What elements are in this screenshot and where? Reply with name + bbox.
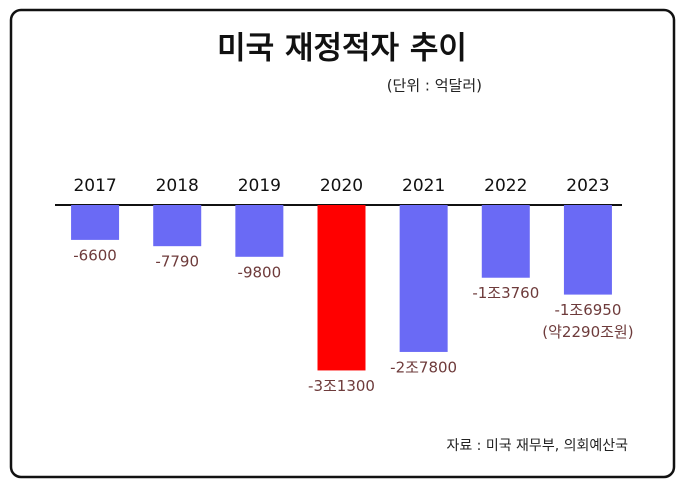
chart-subtitle: (단위 : 억달러): [387, 77, 482, 95]
x-tick-label: 2017: [73, 176, 116, 196]
x-tick-label: 2022: [484, 176, 527, 196]
value-label: -1조6950: [554, 301, 621, 319]
annotation: (약2290조원): [542, 323, 633, 341]
x-tick-label: 2018: [156, 176, 199, 196]
bar: [153, 205, 202, 247]
value-label: -7790: [155, 253, 199, 271]
source: 자료 : 미국 재무부, 의회예산국: [446, 438, 628, 454]
value-label: -2조7800: [390, 358, 457, 376]
value-label: -3조1300: [308, 377, 375, 395]
bar: [71, 205, 120, 240]
chart-title: 미국 재정적자 추이: [217, 31, 467, 67]
value-label: -9800: [238, 263, 282, 281]
x-tick-label: 2021: [402, 176, 445, 196]
bar: [317, 205, 366, 371]
x-tick-label: 2019: [238, 176, 281, 196]
x-tick-label: 2020: [320, 176, 363, 196]
x-tick-label: 2023: [566, 176, 609, 196]
bar: [481, 205, 530, 278]
bar: [563, 205, 612, 295]
bar: [235, 205, 284, 257]
bar: [399, 205, 448, 352]
value-label: -1조3760: [472, 284, 539, 302]
value-label: -6600: [73, 246, 117, 264]
